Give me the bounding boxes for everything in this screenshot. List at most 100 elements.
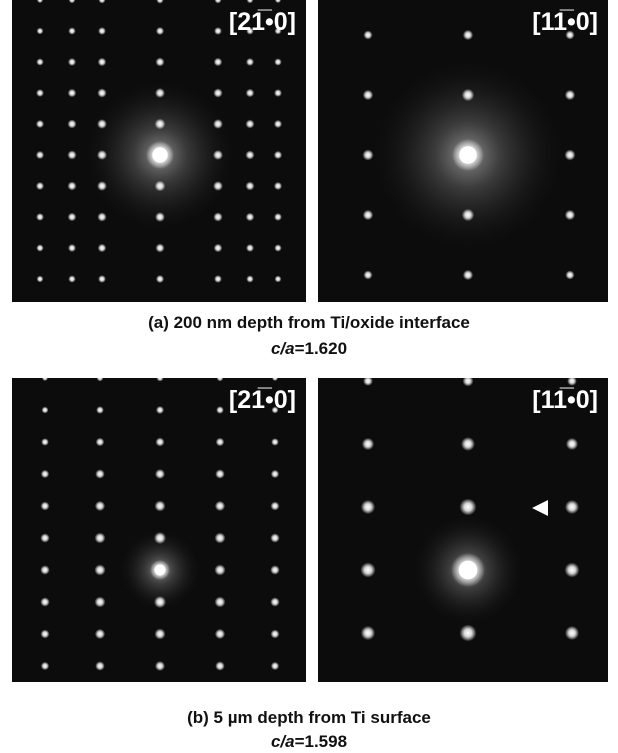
- ratio-label: c/a: [271, 732, 295, 751]
- diffraction-spot: [36, 151, 44, 159]
- diffraction-spot: [97, 375, 104, 382]
- diffraction-spot: [42, 375, 48, 381]
- diffraction-spot: [362, 438, 374, 450]
- diffraction-spot: [461, 437, 475, 451]
- zone-axis-label: [11̅•0]: [532, 386, 598, 414]
- diffraction-spot: [363, 90, 373, 100]
- diffraction-spot: [40, 533, 49, 542]
- diffraction-spot: [95, 533, 106, 544]
- diffraction-spot: [98, 58, 107, 67]
- diffraction-spot: [36, 89, 44, 97]
- diffraction-spot: [68, 213, 77, 222]
- diffraction-spot: [154, 532, 166, 544]
- diffraction-panel: [11̅•0]: [318, 376, 608, 682]
- diffraction-spot: [68, 89, 77, 98]
- diffraction-spot: [215, 629, 225, 639]
- diffraction-spot: [246, 58, 254, 66]
- diffraction-spot: [213, 181, 223, 191]
- diffraction-spot: [97, 181, 107, 191]
- diffraction-spot: [215, 501, 225, 511]
- diffraction-spot: [41, 630, 50, 639]
- diffraction-spot: [96, 438, 105, 447]
- diffraction-spot: [95, 501, 105, 511]
- diffraction-spot: [460, 499, 477, 516]
- diffraction-spot: [68, 182, 77, 191]
- diffraction-spot: [246, 275, 253, 282]
- diffraction-spot: [215, 597, 226, 608]
- diffraction-spot: [69, 307, 76, 314]
- diffraction-spot: [41, 662, 49, 670]
- diffraction-spot: [41, 502, 50, 511]
- diffraction-spot: [565, 563, 580, 578]
- diffraction-spot: [274, 120, 282, 128]
- diffraction-spot: [155, 437, 164, 446]
- diffraction-spot: [463, 30, 473, 40]
- caption-text: (b) 5 µm depth from Ti surface: [187, 708, 431, 727]
- diffraction-spot: [67, 150, 76, 159]
- diffraction-spot: [37, 276, 44, 283]
- diffraction-spot: [270, 533, 279, 542]
- diffraction-spot: [155, 181, 166, 192]
- diffraction-spot: [156, 275, 164, 283]
- central-core: [155, 565, 166, 576]
- diffraction-spot: [214, 27, 222, 35]
- diffraction-spot: [98, 275, 106, 283]
- diffraction-spot: [155, 661, 165, 671]
- diffraction-spot: [271, 630, 280, 639]
- diffraction-spot: [68, 275, 75, 282]
- diffraction-spot: [275, 276, 282, 283]
- caption-text: (a) 200 nm depth from Ti/oxide interface: [148, 313, 470, 332]
- diffraction-spot: [97, 150, 107, 160]
- diffraction-spot: [98, 244, 107, 253]
- diffraction-spot: [97, 119, 107, 129]
- diffraction-spot: [565, 210, 575, 220]
- diffraction-spot: [36, 58, 43, 65]
- caption-a: (a) 200 nm depth from Ti/oxide interface: [148, 313, 470, 332]
- diffraction-spot: [462, 209, 474, 221]
- diffraction-spot: [215, 661, 224, 670]
- diffraction-spot: [97, 88, 106, 97]
- diffraction-spot: [156, 58, 165, 67]
- diffraction-spot: [463, 376, 474, 387]
- diffraction-spot: [95, 629, 105, 639]
- diffraction-spot: [68, 120, 77, 129]
- diffraction-spot: [213, 212, 222, 221]
- diffraction-spot: [246, 213, 255, 222]
- diffraction-spot: [463, 270, 473, 280]
- diffraction-spot: [363, 30, 372, 39]
- diffraction-spot: [99, 307, 106, 314]
- diffraction-spot: [462, 89, 474, 101]
- diffraction-spot: [460, 625, 477, 642]
- diffraction-panel: [21̅•0]: [12, 0, 306, 314]
- diffraction-spot: [565, 270, 574, 279]
- diffraction-spot: [214, 58, 223, 67]
- diffraction-spot: [154, 596, 166, 608]
- diffraction-spot: [37, 28, 44, 35]
- diffraction-spot: [68, 27, 75, 34]
- diffraction-spot: [272, 375, 278, 381]
- diffraction-spot: [214, 244, 223, 253]
- diffraction-spot: [361, 500, 375, 514]
- diffraction-panel: [11̅•0]: [318, 0, 608, 302]
- diffraction-spot: [245, 150, 254, 159]
- ratio-b: c/a=1.598: [271, 732, 347, 751]
- figure: [21̅•0][11̅•0][21̅•0][11̅•0] (a) 200 nm …: [0, 0, 618, 753]
- diffraction-spot: [216, 406, 224, 414]
- diffraction-spot: [565, 500, 579, 514]
- central-core: [459, 146, 477, 164]
- diffraction-spot: [213, 150, 223, 160]
- diffraction-spot: [94, 564, 105, 575]
- diffraction-spot: [156, 374, 163, 381]
- diffraction-spot: [246, 89, 255, 98]
- ratio-value: =1.620: [295, 339, 347, 358]
- diffraction-spot: [42, 407, 49, 414]
- ratio-label: c/a: [271, 339, 295, 358]
- diffraction-spot: [155, 629, 166, 640]
- diffraction-spot: [155, 88, 165, 98]
- diffraction-spot: [360, 562, 375, 577]
- diffraction-spot: [95, 469, 104, 478]
- diffraction-spot: [213, 119, 223, 129]
- diffraction-spot: [565, 90, 575, 100]
- diffraction-spot: [363, 210, 373, 220]
- diffraction-spot: [361, 626, 375, 640]
